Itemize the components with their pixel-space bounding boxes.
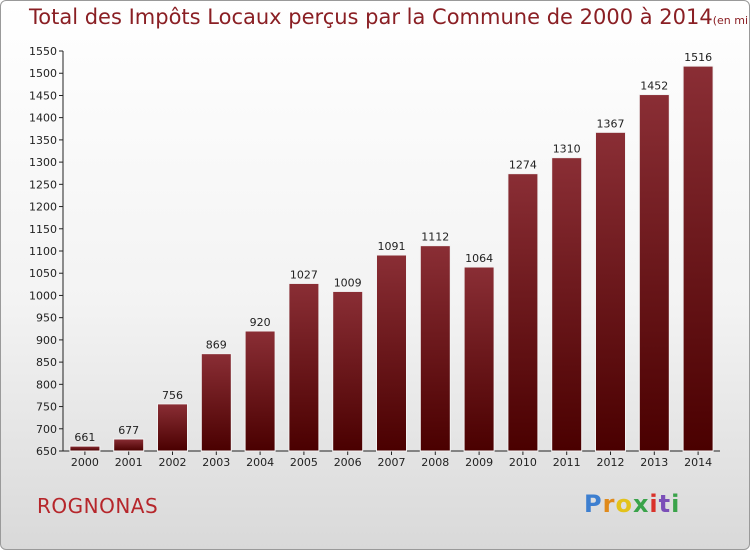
- bar: [200, 353, 232, 452]
- y-tick-label: 1500: [29, 67, 57, 80]
- x-tick-label: 2009: [465, 456, 493, 469]
- bar-value-label: 756: [162, 389, 183, 402]
- x-tick-label: 2007: [378, 456, 406, 469]
- bar-value-label: 869: [206, 339, 227, 352]
- y-tick-label: 700: [36, 423, 57, 436]
- x-tick-label: 2000: [71, 456, 99, 469]
- y-tick-label: 900: [36, 334, 57, 347]
- logo-letter: x: [632, 490, 650, 518]
- bar: [157, 403, 188, 452]
- x-tick-label: 2005: [290, 456, 318, 469]
- bar-value-label: 1009: [334, 276, 362, 289]
- x-tick-label: 2011: [553, 456, 581, 469]
- bar: [638, 94, 670, 452]
- y-tick-label: 950: [36, 312, 57, 325]
- logo-letter: r: [602, 490, 616, 518]
- x-tick-label: 2008: [421, 456, 449, 469]
- logo-letter: t: [658, 490, 672, 518]
- y-tick-label: 1100: [29, 245, 57, 258]
- y-tick-label: 650: [36, 445, 57, 458]
- data-labels: 661 677 756 869 920 1027 1009 1091 1112 1064 1274 1…: [74, 51, 712, 444]
- bar-value-label: 1064: [465, 252, 493, 265]
- x-tick-label: 2004: [246, 456, 274, 469]
- logo-letter: i: [671, 490, 681, 518]
- x-tick-label: 2010: [509, 456, 537, 469]
- bar: [69, 445, 101, 452]
- chart-title-text: Total des Impôts Locaux perçus par la Co…: [29, 5, 713, 29]
- logo-letter: P: [584, 490, 603, 518]
- bar-value-label: 1452: [640, 80, 668, 93]
- x-axis: 2000 2001 2002 2003 2004 2005 2006 2007 2008 2009…: [63, 450, 720, 469]
- y-axis: 650 700 750 800 850 900 950 1000 1050 1100 1150 120…: [29, 45, 64, 458]
- y-tick-label: 1550: [29, 45, 57, 58]
- chart-title: Total des Impôts Locaux perçus par la Co…: [29, 5, 749, 29]
- x-tick-label: 2003: [202, 456, 230, 469]
- bar-value-label: 1516: [684, 51, 712, 64]
- bars: [69, 65, 714, 452]
- x-tick-label: 2014: [684, 456, 712, 469]
- bar: [376, 254, 407, 452]
- bar: [244, 330, 276, 452]
- bar: [332, 290, 364, 452]
- x-tick-label: 2001: [115, 456, 143, 469]
- bar: [682, 65, 714, 452]
- bar-value-label: 920: [250, 316, 271, 329]
- y-tick-label: 1150: [29, 223, 57, 236]
- bar: [113, 438, 145, 452]
- proxiti-logo[interactable]: Proxiti: [584, 490, 680, 518]
- bar: [595, 131, 626, 452]
- bar-value-label: 1091: [378, 240, 406, 253]
- y-tick-label: 750: [36, 401, 57, 414]
- y-tick-label: 1250: [29, 178, 57, 191]
- x-tick-label: 2012: [597, 456, 625, 469]
- bar: [419, 245, 451, 452]
- commune-name: ROGNONAS: [37, 494, 159, 518]
- bar: [551, 157, 583, 452]
- y-tick-label: 850: [36, 356, 57, 369]
- bar-value-label: 1027: [290, 268, 318, 281]
- x-tick-label: 2013: [640, 456, 668, 469]
- y-tick-label: 1300: [29, 156, 57, 169]
- bar: [288, 282, 320, 452]
- bar-value-label: 1310: [553, 143, 581, 156]
- bar-value-label: 1112: [421, 231, 449, 244]
- logo-letter: i: [649, 490, 659, 518]
- y-tick-label: 1450: [29, 89, 57, 102]
- bar-value-label: 661: [74, 431, 95, 444]
- bar-value-label: 677: [118, 424, 139, 437]
- y-tick-label: 1350: [29, 134, 57, 147]
- x-tick-label: 2002: [159, 456, 187, 469]
- chart-title-unit: (en milliers d'€): [712, 14, 749, 27]
- bar: [507, 173, 539, 452]
- x-tick-label: 2006: [334, 456, 362, 469]
- y-tick-label: 800: [36, 378, 57, 391]
- bar-value-label: 1367: [597, 117, 625, 130]
- y-tick-label: 1200: [29, 201, 57, 214]
- y-tick-label: 1050: [29, 267, 57, 280]
- bar: [463, 266, 495, 452]
- y-tick-label: 1000: [29, 289, 57, 302]
- logo-letter: o: [615, 490, 633, 518]
- y-tick-label: 1400: [29, 112, 57, 125]
- bar-value-label: 1274: [509, 159, 537, 172]
